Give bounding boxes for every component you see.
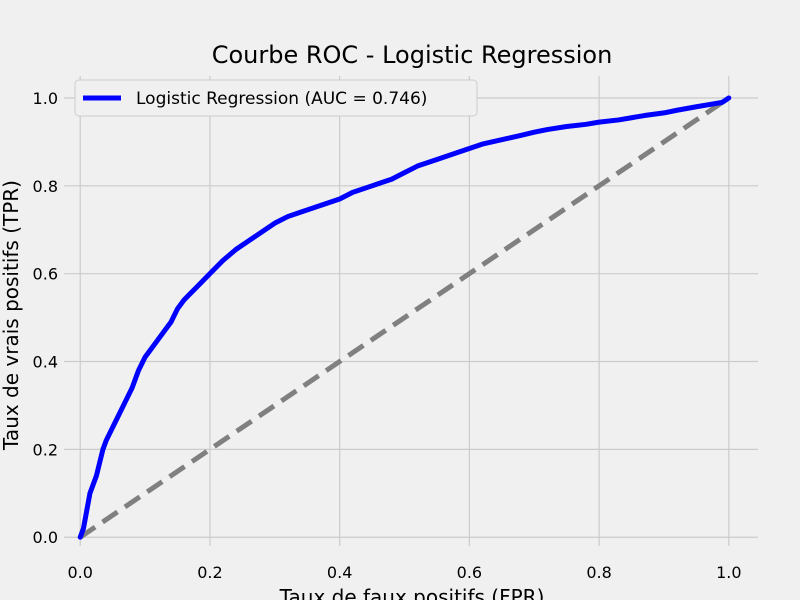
x-tick-label: 0.4 (327, 563, 352, 582)
roc-curve-line (77, 95, 732, 540)
y-tick-label: 0.6 (33, 265, 58, 284)
legend-frame (74, 79, 478, 117)
y-tick-label: 0.2 (33, 440, 58, 459)
legend-entry-label: Logistic Regression (AUC = 0.746) (136, 89, 427, 109)
chart-title: Courbe ROC - Logistic Regression (212, 41, 613, 69)
x-tick-label: 0.6 (457, 563, 482, 582)
series-layer (77, 95, 732, 540)
y-tick-label: 0.8 (33, 177, 58, 196)
x-tick-label: 0.0 (67, 563, 92, 582)
y-axis-label: Taux de vrais positifs (TPR) (0, 180, 23, 451)
x-tick-label: 0.8 (586, 563, 611, 582)
chance-diagonal-line (78, 95, 731, 540)
x-tick-label: 1.0 (716, 563, 741, 582)
y-tick-label: 1.0 (33, 89, 58, 108)
legend: Logistic Regression (AUC = 0.746) (74, 79, 478, 117)
x-tick-label: 0.2 (197, 563, 222, 582)
y-tick-label: 0.4 (33, 353, 58, 372)
x-axis-label: Taux de faux positifs (FPR) (279, 585, 545, 600)
grid (64, 76, 758, 546)
y-tick-label: 0.0 (33, 528, 58, 547)
tick-labels: 0.0 0.2 0.4 0.6 0.8 1.0 0.0 0.2 0.4 0.6 0.8 1.0 (33, 89, 742, 582)
